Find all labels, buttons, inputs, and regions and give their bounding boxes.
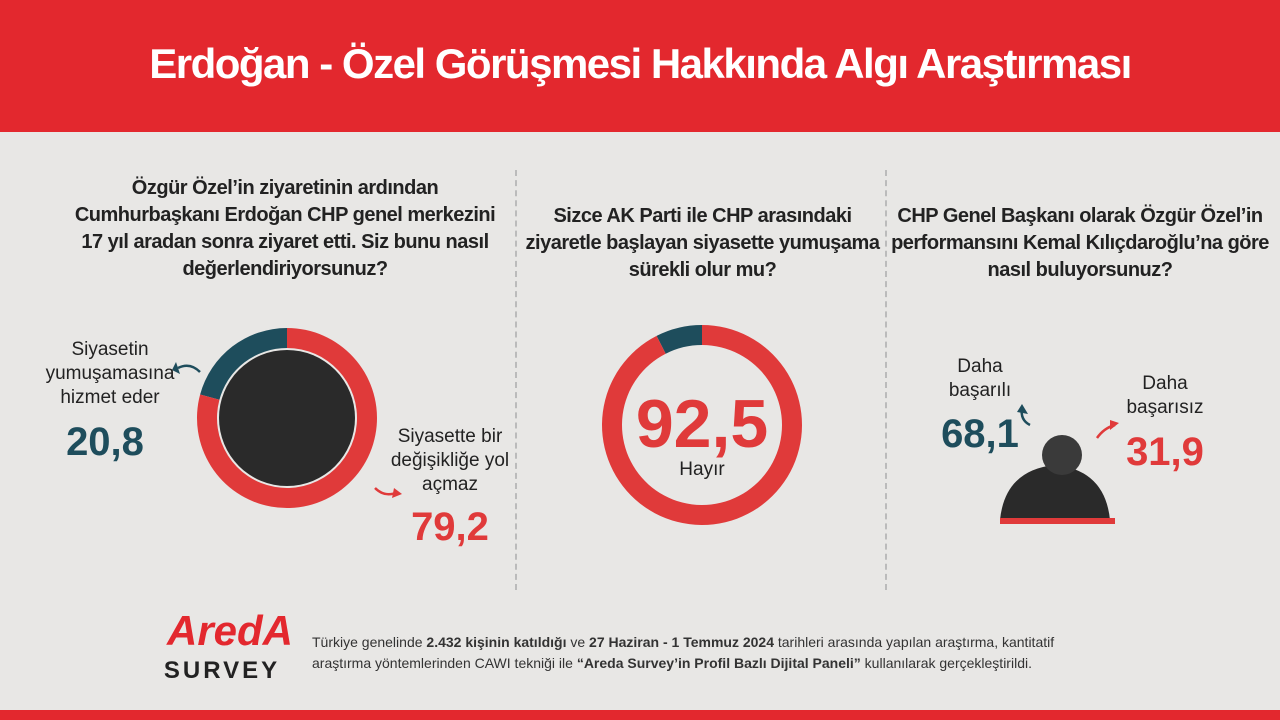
category-label: Siyasette bir değişikliğe yol açmaz <box>390 426 510 495</box>
category-label: Hayır <box>679 459 725 480</box>
footer-part: 27 Haziran - 1 Temmuz 2024 <box>589 634 774 650</box>
photo-placeholder <box>219 350 355 486</box>
pie-slice <box>200 328 287 400</box>
separator <box>515 170 517 590</box>
value-label: 20,8 <box>66 420 144 464</box>
footer-part: tarihleri arasında yapılan araştırma, ka… <box>312 634 1055 671</box>
question: Sizce AK Parti ile CHP arasındaki ziyare… <box>525 205 880 281</box>
footer-part: 2.432 kişinin katıldığı <box>426 634 567 650</box>
pie-slice <box>656 325 702 354</box>
value-label: 92,5 <box>635 386 769 462</box>
page-title: Erdoğan - Özel Görüşmesi Hakkında Algı A… <box>149 40 1132 87</box>
arrow-head <box>392 420 1119 498</box>
logo-sub: SURVEY <box>164 657 280 684</box>
category-label: Daha başarısız <box>1126 373 1204 418</box>
separator <box>885 170 887 590</box>
value-label: 68,1 <box>941 412 1019 456</box>
category-label: Daha başarılı <box>948 356 1012 401</box>
footer-part: Türkiye genelinde <box>312 634 427 650</box>
arrow-head <box>172 362 1028 414</box>
photo-placeholder <box>1000 465 1110 520</box>
photo-placeholder <box>1042 435 1082 475</box>
value-label: 31,9 <box>1126 430 1204 474</box>
footer-text: Türkiye genelinde 2.432 kişinin katıldığ… <box>312 632 1112 674</box>
footer-part: kullanılarak gerçekleştirildi. <box>860 655 1032 671</box>
footer-part: “Areda Survey’in Profil Bazlı Dijital Pa… <box>576 655 861 671</box>
photo-base <box>1000 518 1115 524</box>
footer-part: ve <box>566 634 590 650</box>
header-bar <box>0 0 1280 132</box>
category-label: Siyasetin yumuşamasına hizmet eder <box>45 339 175 408</box>
question: Özgür Özel’in ziyaretinin ardından Cumhu… <box>74 177 496 280</box>
value-label: 79,2 <box>411 505 489 549</box>
footer-bar <box>0 710 1280 720</box>
question: CHP Genel Başkanı olarak Özgür Özel’in p… <box>891 205 1269 281</box>
logo-name: AredA <box>166 607 293 654</box>
